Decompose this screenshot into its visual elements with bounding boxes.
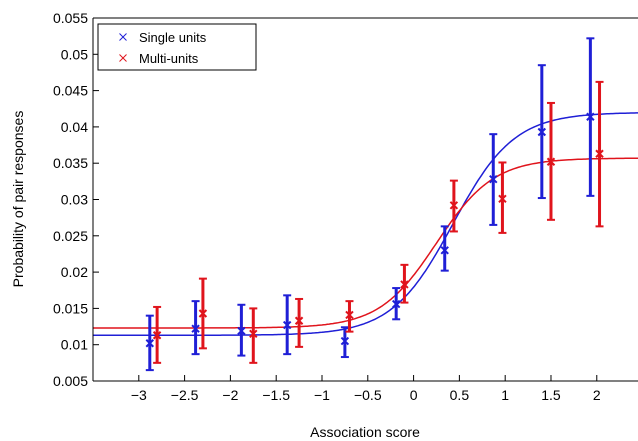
data-point-single-units <box>391 299 401 309</box>
legend-label-single-units: Single units <box>139 30 207 45</box>
y-tick-label: 0.01 <box>61 337 88 353</box>
x-tick-label: 0 <box>410 387 418 403</box>
data-point-multi-units <box>249 329 258 339</box>
data-point-multi-units <box>595 149 604 158</box>
y-tick-label: 0.045 <box>53 83 88 99</box>
data-point-single-units <box>282 320 292 330</box>
legend-x-mark <box>119 33 127 41</box>
y-tick-label: 0.035 <box>53 155 88 171</box>
data-point-multi-units <box>400 280 409 289</box>
legend-box <box>97 23 257 71</box>
x-axis-title: Association score <box>310 424 420 440</box>
data-point-single-units <box>191 324 200 333</box>
x-tick-label: −2.5 <box>171 387 199 403</box>
x-tick-label: 2 <box>593 387 601 403</box>
y-tick-label: 0.04 <box>61 119 88 135</box>
legend-x-mark <box>119 54 127 62</box>
data-point-multi-units <box>152 331 162 340</box>
data-point-single-units <box>489 174 498 184</box>
fit-curve-multi-units <box>93 157 638 329</box>
data-point-multi-units <box>449 201 459 210</box>
x-tick-label: 1 <box>501 387 509 403</box>
legend: Single units Multi-units <box>97 23 257 71</box>
x-ticks: −3 −2.5 −2 −1.5 −1 −0.5 0 0.5 1 1.5 2 <box>131 375 601 403</box>
y-ticks: 0.005 0.01 0.015 0.02 0.025 0.03 0.035 0.04 0.04… <box>53 10 99 389</box>
y-tick-label: 0.005 <box>53 373 88 389</box>
data-point-single-units <box>537 127 547 137</box>
data-point-multi-units <box>294 316 304 325</box>
y-tick-label: 0.03 <box>61 192 88 208</box>
legend-marker-single-units <box>119 33 127 41</box>
x-tick-label: −0.5 <box>354 387 382 403</box>
data-point-single-units <box>340 336 350 346</box>
data-point-multi-units <box>345 310 354 320</box>
data-point-single-units <box>237 326 246 336</box>
y-tick-label: 0.015 <box>53 300 88 316</box>
x-tick-label: −1 <box>314 387 330 403</box>
data-point-multi-units <box>198 309 208 318</box>
data-markers <box>145 112 604 348</box>
x-tick-label: −1.5 <box>262 387 290 403</box>
y-tick-label: 0.05 <box>61 46 88 62</box>
x-tick-label: −3 <box>131 387 147 403</box>
y-tick-label: 0.055 <box>53 10 88 26</box>
data-point-single-units <box>145 339 154 348</box>
legend-marker-multi-units <box>119 54 127 62</box>
data-point-multi-units <box>498 194 507 203</box>
data-point-single-units <box>440 246 449 255</box>
y-axis-title: Probability of pair responses <box>10 111 26 288</box>
legend-label-multi-units: Multi-units <box>139 51 199 66</box>
fit-curves <box>93 112 638 337</box>
x-tick-label: 1.5 <box>541 387 561 403</box>
y-tick-label: 0.02 <box>61 264 88 280</box>
plot-background <box>93 18 638 381</box>
data-point-multi-units <box>546 157 556 166</box>
x-tick-label: −2 <box>222 387 238 403</box>
data-point-single-units <box>586 112 595 121</box>
fit-curve-single-units <box>93 112 638 337</box>
x-tick-label: 0.5 <box>450 387 470 403</box>
y-tick-label: 0.025 <box>53 228 88 244</box>
